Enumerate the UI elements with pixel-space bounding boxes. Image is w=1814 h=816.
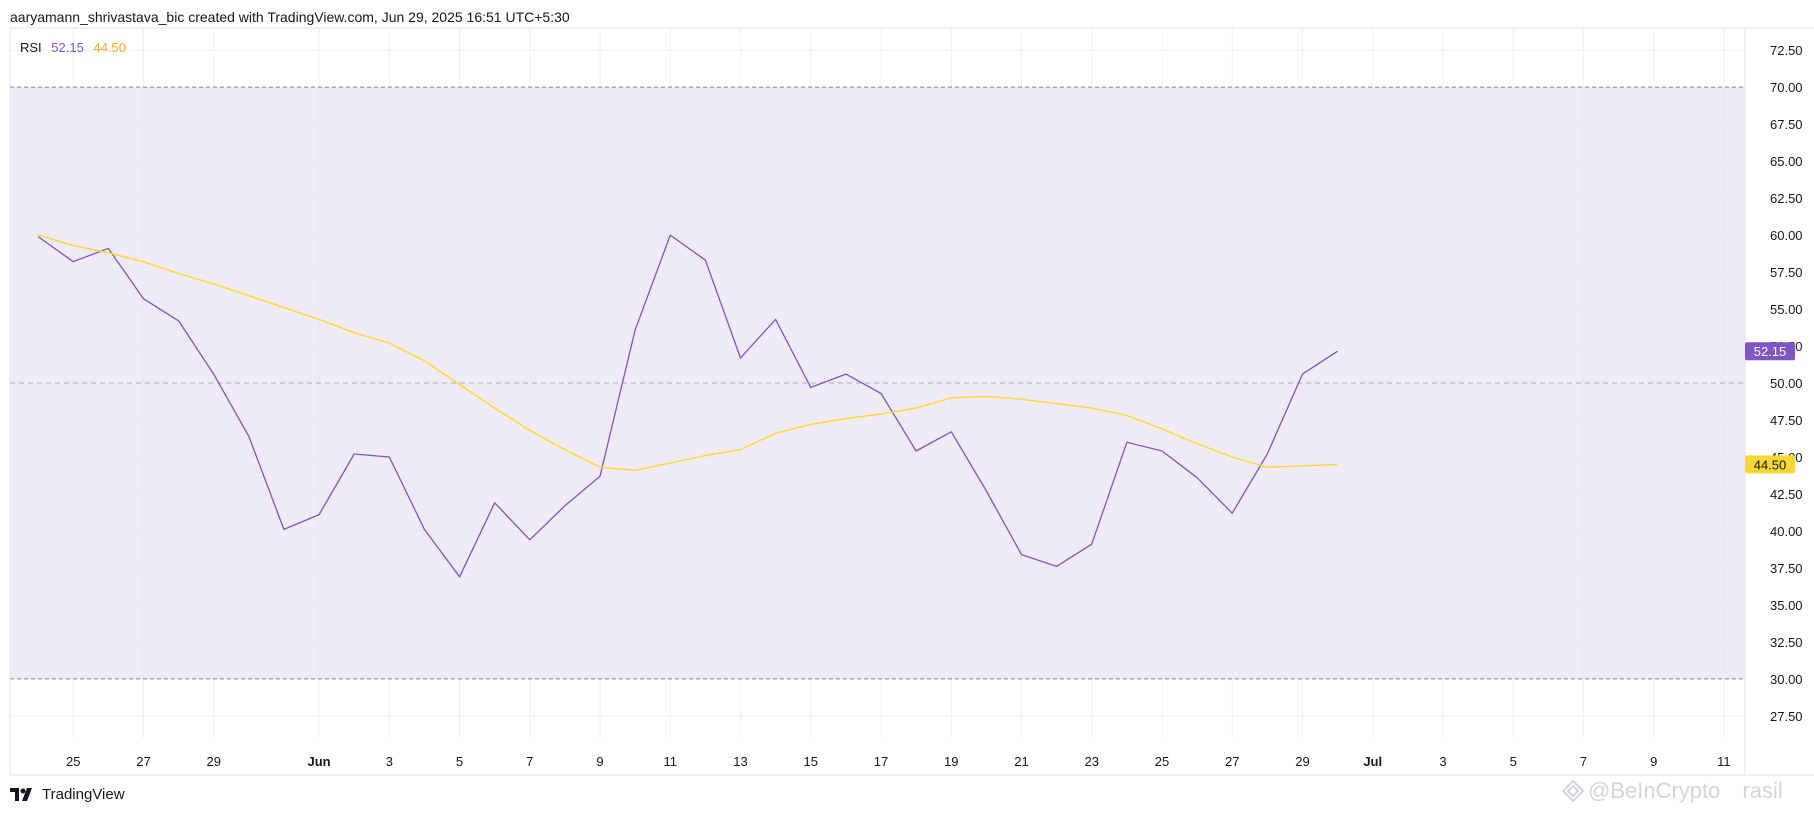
x-tick-label: 5 bbox=[1510, 754, 1517, 769]
x-tick-label: 11 bbox=[664, 754, 678, 769]
last-value-label-rsi: 52.15 bbox=[1754, 344, 1787, 359]
rsi-legend-value: 52.15 bbox=[51, 40, 84, 55]
ma-legend-value: 44.50 bbox=[93, 40, 127, 55]
x-tick-label: 5 bbox=[456, 754, 463, 769]
y-tick-label: 37.50 bbox=[1770, 561, 1803, 576]
watermark-suffix: rasil bbox=[1742, 778, 1783, 803]
x-tick-label: 19 bbox=[944, 754, 958, 769]
last-value-label-ma: 44.50 bbox=[1754, 457, 1787, 472]
x-tick-label: 3 bbox=[1439, 754, 1446, 769]
series-rsi-line bbox=[37, 234, 1338, 578]
x-tick-label: 29 bbox=[1295, 754, 1309, 769]
x-tick-label: 29 bbox=[206, 754, 220, 769]
tradingview-brand[interactable]: TradingView bbox=[10, 786, 125, 803]
y-tick-label: 57.50 bbox=[1770, 265, 1803, 280]
last-value-badge-rsi bbox=[1745, 342, 1795, 361]
x-tick-label: 7 bbox=[526, 754, 533, 769]
rsi-legend[interactable]: RSI 52.15 44.50 bbox=[20, 40, 132, 55]
x-tick-label: 13 bbox=[733, 754, 747, 769]
x-tick-label: 17 bbox=[874, 754, 888, 769]
y-tick-label: 32.50 bbox=[1770, 635, 1803, 650]
x-tick-label: 7 bbox=[1580, 754, 1587, 769]
watermark-text: @BeInCrypto bbox=[1588, 778, 1721, 803]
x-tick-label: 27 bbox=[1225, 754, 1239, 769]
x-tick-label: 25 bbox=[1155, 754, 1169, 769]
tradingview-logo-icon bbox=[10, 787, 32, 801]
diamond-logo-icon bbox=[1562, 780, 1584, 802]
y-tick-label: 65.00 bbox=[1770, 154, 1803, 169]
y-tick-label: 50.00 bbox=[1770, 376, 1803, 391]
y-tick-label: 67.50 bbox=[1770, 117, 1803, 132]
series-ma-line bbox=[37, 234, 1338, 471]
y-tick-label: 47.50 bbox=[1770, 413, 1803, 428]
y-tick-label: 35.00 bbox=[1770, 598, 1803, 613]
rsi-legend-title: RSI bbox=[20, 40, 42, 55]
y-tick-label: 55.00 bbox=[1770, 302, 1803, 317]
tradingview-brand-label: TradingView bbox=[42, 786, 125, 803]
x-tick-label: 3 bbox=[386, 754, 393, 769]
beincrypto-watermark: @BeInCrypto rasil bbox=[1562, 778, 1783, 804]
chart-attribution: aaryamann_shrivastava_bic created with T… bbox=[10, 9, 570, 25]
x-tick-label: 15 bbox=[804, 754, 818, 769]
x-tick-label: 23 bbox=[1085, 754, 1099, 769]
x-tick-label: Jun bbox=[308, 754, 331, 769]
y-tick-label: 70.00 bbox=[1770, 80, 1803, 95]
y-tick-label: 42.50 bbox=[1770, 487, 1803, 502]
x-tick-label: 27 bbox=[136, 754, 150, 769]
x-tick-label: 25 bbox=[66, 754, 80, 769]
x-tick-label: 11 bbox=[1717, 754, 1731, 769]
y-tick-label: 72.50 bbox=[1770, 43, 1803, 58]
x-tick-label: 9 bbox=[1650, 754, 1657, 769]
y-tick-label: 62.50 bbox=[1770, 191, 1803, 206]
y-tick-label: 40.00 bbox=[1770, 524, 1803, 539]
last-value-badge-ma bbox=[1745, 455, 1795, 474]
y-tick-label: 27.50 bbox=[1770, 709, 1803, 724]
y-tick-label: 30.00 bbox=[1770, 672, 1803, 687]
x-tick-label: Jul bbox=[1363, 754, 1382, 769]
x-tick-label: 9 bbox=[596, 754, 603, 769]
y-tick-label: 60.00 bbox=[1770, 228, 1803, 243]
x-tick-label: 21 bbox=[1014, 754, 1028, 769]
